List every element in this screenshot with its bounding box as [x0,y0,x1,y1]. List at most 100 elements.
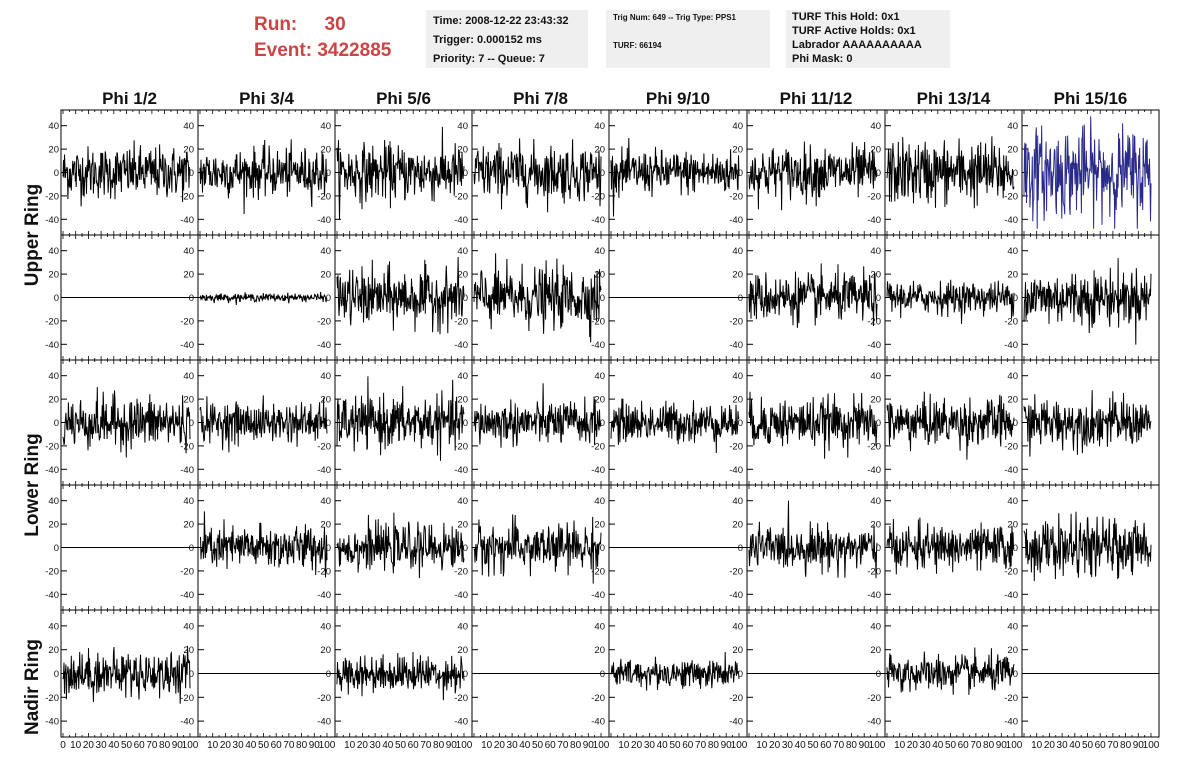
ytick-label: 0 [326,168,331,179]
ytick-label: -20 [45,441,59,452]
ytick-label: 40 [457,371,468,382]
ytick-label: -40 [1004,215,1018,226]
ytick-label: -40 [1004,340,1018,351]
ytick-label: 20 [320,395,331,406]
ytick-label: -20 [591,693,605,704]
ytick-label: 20 [457,270,468,281]
waveform-trace [886,136,1015,209]
ytick-label: 20 [870,270,881,281]
xtick-label: 10 [756,740,768,751]
ytick-label: 0 [189,669,194,680]
ytick-label: -40 [180,340,194,351]
turf-text: TURF: 66194 [613,41,662,50]
xtick-label: 10 [618,740,630,751]
ytick-label: 20 [183,520,194,531]
phi-mask-text: Phi Mask: 0 [792,53,853,65]
ytick-label: -20 [454,566,468,577]
xtick-label: 10 [894,740,906,751]
ytick-label: -20 [591,191,605,202]
ytick-label: -20 [180,566,194,577]
waveform-trace [199,139,328,215]
ytick-label: -40 [867,465,881,476]
ytick-label: -40 [317,717,331,728]
ytick-label: 20 [457,395,468,406]
xtick-label: 60 [545,740,557,751]
xtick-label: 100 [1006,740,1023,751]
ytick-label: 40 [594,121,605,132]
ytick-label: 40 [320,621,331,632]
ring-label: Nadir Ring [22,639,43,735]
event-label: Event: [254,40,313,61]
ytick-label: -40 [867,340,881,351]
ytick-label: 20 [1007,145,1018,156]
xtick-label: 70 [833,740,845,751]
ytick-label: -20 [867,441,881,452]
xtick-label: 10 [70,740,82,751]
xtick-label: 80 [159,740,171,751]
ytick-label: 40 [1007,371,1018,382]
ytick-label: -40 [867,590,881,601]
trigger-text: Trigger: 0.000152 ms [433,34,542,46]
ytick-label: 40 [870,621,881,632]
xtick-label: 90 [583,740,595,751]
ytick-label: -20 [1004,316,1018,327]
run-line: Run: 30 [254,12,391,38]
xtick-label: 90 [446,740,458,751]
ytick-label: -40 [1004,465,1018,476]
ytick-label: -20 [867,566,881,577]
ytick-label: 0 [600,418,605,429]
ytick-label: 20 [1007,270,1018,281]
ytick-label: 0 [189,168,194,179]
ytick-label: -40 [45,215,59,226]
ytick-label: -40 [1004,590,1018,601]
ytick-label: 0 [738,418,743,429]
ytick-label: -20 [867,693,881,704]
ytick-label: 40 [183,621,194,632]
run-label: Run: [254,14,298,35]
xtick-label: 70 [695,740,707,751]
ytick-label: -20 [180,316,194,327]
ytick-label: 40 [870,496,881,507]
ytick-label: -20 [1004,191,1018,202]
waveform-trace [886,647,1015,695]
ytick-label: 40 [1007,621,1018,632]
xtick-label: 20 [357,740,369,751]
xtick-label: 40 [657,740,669,751]
ytick-label: 0 [876,293,881,304]
ytick-label: 40 [594,496,605,507]
ytick-label: 0 [1013,418,1018,429]
ytick-label: -20 [729,191,743,202]
ytick-label: 40 [183,246,194,257]
waveform-trace [610,398,740,454]
trig-num-text: Trig Num: 649 -- Trig Type: PPS1 [613,13,736,22]
ytick-label: -20 [45,191,59,202]
xtick-label: 30 [233,740,245,751]
xtick-label: 30 [920,740,932,751]
ytick-label: -20 [591,316,605,327]
waveform-trace [199,395,328,453]
ytick-label: 0 [463,418,468,429]
xtick-label: 80 [983,740,995,751]
ytick-label: -20 [45,693,59,704]
ytick-label: 20 [870,145,881,156]
xtick-label: 10 [481,740,493,751]
event-value: 3422885 [317,40,392,61]
time-info-box: Time: 2008-12-22 23:43:32 Trigger: 0.000… [426,10,588,68]
ytick-label: 20 [48,395,59,406]
column-header: Phi 9/10 [646,89,710,108]
ytick-label: 40 [457,496,468,507]
xtick-label: 100 [1143,740,1160,751]
xtick-label: 100 [869,740,886,751]
xtick-label: 50 [669,740,681,751]
xtick-label: 20 [83,740,95,751]
ytick-label: 0 [326,669,331,680]
ytick-label: -40 [867,717,881,728]
ytick-label: 20 [594,520,605,531]
ytick-label: 20 [870,645,881,656]
ytick-label: -20 [454,693,468,704]
ytick-label: -40 [45,590,59,601]
waveform-trace [748,141,878,211]
ytick-label: 40 [48,246,59,257]
ytick-label: 20 [594,145,605,156]
ytick-label: -20 [317,693,331,704]
